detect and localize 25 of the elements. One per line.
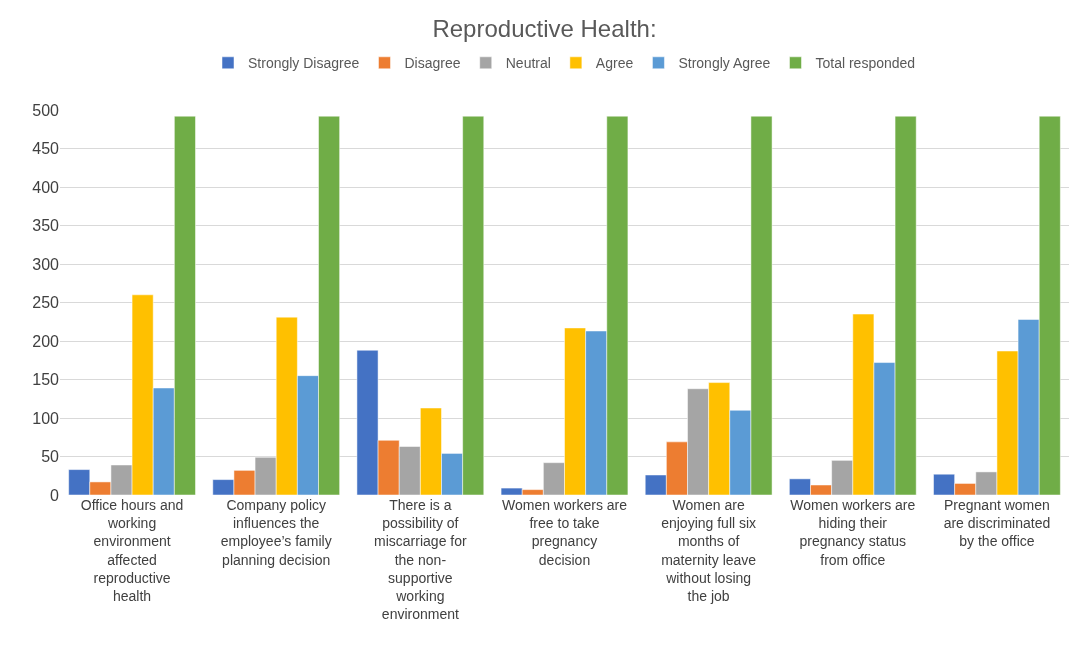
y-tick-label: 450 [32, 140, 60, 158]
x-tick-label: Office hours and working environment affected reproductive health [80, 497, 184, 604]
y-tick-label: 0 [50, 486, 60, 504]
y-tick-label: 300 [32, 255, 60, 273]
y-tick-label: 200 [32, 332, 60, 350]
y-tick-label: 50 [41, 448, 60, 466]
legend-label: Strongly Disagree [248, 55, 360, 72]
x-tick-label: Company policy influences the employee’s family planning decision [220, 497, 332, 568]
y-tick-label: 100 [32, 409, 60, 427]
x-tick-label: Pregnant women are discriminated by the office [943, 497, 1051, 550]
y-tick-label: 250 [32, 294, 60, 312]
legend-label: Strongly Agree [678, 55, 771, 72]
y-tick-label: 150 [32, 371, 60, 389]
legend-label: Disagree [404, 55, 461, 72]
x-tick-label: There is a possibility of miscarriage for the non-supportive working environment [374, 497, 467, 623]
x-tick-label: Women workers are free to take pregnancy decision [501, 497, 628, 568]
x-tick-label: Women are enjoying full six months of maternity leave without losing the job [661, 497, 757, 604]
legend-label: Total responded [815, 55, 916, 72]
legend-label: Neutral [505, 55, 551, 72]
y-tick-label: 500 [32, 101, 60, 119]
y-tick-label: 350 [32, 217, 60, 235]
legend-label: Agree [595, 55, 634, 72]
y-tick-label: 400 [32, 178, 60, 196]
chart-title: Reproductive Health: [432, 14, 657, 42]
x-tick-label: Women workers are hiding their pregnancy status from office [790, 497, 916, 568]
